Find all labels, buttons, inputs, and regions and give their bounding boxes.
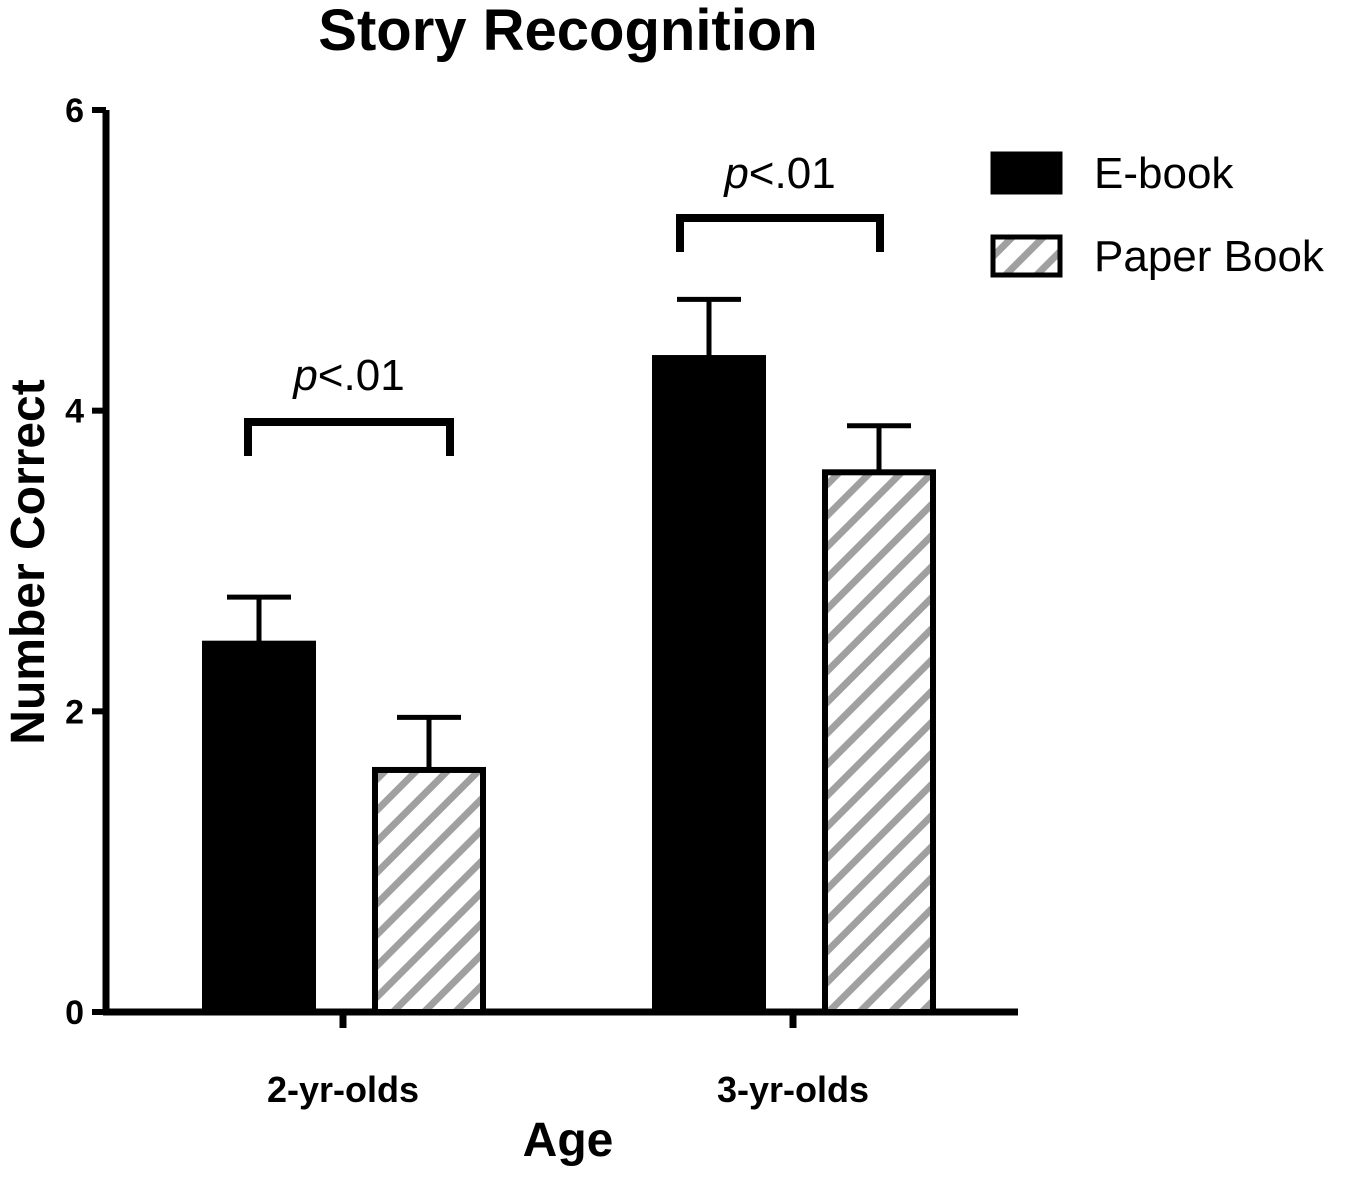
bar	[652, 355, 766, 1015]
y-tick-label: 0	[65, 994, 84, 1032]
y-tick-label: 4	[65, 393, 84, 431]
x-tick-label: 3-yr-olds	[717, 1069, 869, 1110]
significance-bracket	[244, 418, 454, 456]
significance-bracket	[676, 214, 884, 252]
legend-swatch	[990, 234, 1063, 278]
bars	[202, 296, 936, 1016]
bar	[822, 469, 936, 1015]
chart-title: Story Recognition	[318, 0, 817, 63]
significance-annotations: p<.01 p<.01	[244, 149, 884, 456]
legend: E-book Paper Book	[990, 149, 1325, 281]
significance-label: p<.01	[291, 351, 404, 400]
bar	[372, 766, 486, 1015]
legend-label: Paper Book	[1094, 232, 1325, 281]
significance-label: p<.01	[722, 149, 835, 198]
y-tick-label: 2	[65, 693, 84, 731]
x-tick-label: 2-yr-olds	[267, 1069, 419, 1110]
legend-label: E-book	[1094, 149, 1234, 198]
bar	[202, 640, 316, 1016]
x-axis-title: Age	[523, 1114, 614, 1167]
y-tick-label: 6	[65, 92, 84, 130]
y-axis-title: Number Correct	[2, 379, 55, 744]
legend-swatch	[990, 151, 1063, 195]
